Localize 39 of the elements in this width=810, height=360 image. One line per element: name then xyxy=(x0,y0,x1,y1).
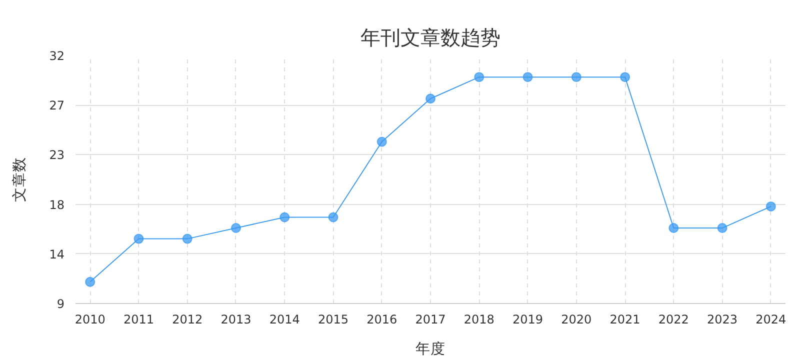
x-tick-label: 2022 xyxy=(658,312,689,326)
point xyxy=(474,72,484,82)
point xyxy=(182,234,192,244)
point xyxy=(134,234,144,244)
point xyxy=(620,72,630,82)
y-tick-label: 14 xyxy=(49,247,65,262)
y-tick-label: 18 xyxy=(49,198,65,212)
y-axis-title: 文章数 xyxy=(11,157,28,202)
x-axis-title: 年度 xyxy=(416,340,446,358)
x-tick-label: 2012 xyxy=(172,312,203,326)
point xyxy=(280,212,290,222)
x-tick-label: 2020 xyxy=(561,312,592,326)
point xyxy=(230,223,241,234)
x-tick-label: 2023 xyxy=(707,312,738,326)
point xyxy=(85,276,96,287)
point xyxy=(668,223,679,234)
y-tick-label: 9 xyxy=(56,297,65,311)
y-tick-label: 27 xyxy=(49,98,65,113)
x-tick-label: 2021 xyxy=(610,312,640,326)
point xyxy=(426,94,436,104)
x-tick-label: 2013 xyxy=(220,312,252,326)
y-tick-label: 23 xyxy=(49,148,65,162)
point xyxy=(522,72,533,82)
point xyxy=(571,72,582,82)
x-tick-label: 2015 xyxy=(318,312,349,326)
point xyxy=(328,212,338,222)
point xyxy=(766,201,776,212)
x-tick-label: 2010 xyxy=(74,312,106,326)
x-tick-label: 2011 xyxy=(123,312,154,326)
x-tick-label: 2024 xyxy=(756,312,786,326)
point xyxy=(376,136,387,147)
x-tick-label: 2014 xyxy=(269,312,300,326)
y-tick-label: 32 xyxy=(49,49,65,63)
x-tick-label: 2016 xyxy=(366,312,398,326)
x-tick-label: 2018 xyxy=(464,312,494,326)
chart-title: 年刊文章数趋势 xyxy=(360,26,500,50)
point xyxy=(717,223,728,234)
x-tick-label: 2017 xyxy=(415,312,446,326)
x-tick-label: 2019 xyxy=(512,312,544,326)
